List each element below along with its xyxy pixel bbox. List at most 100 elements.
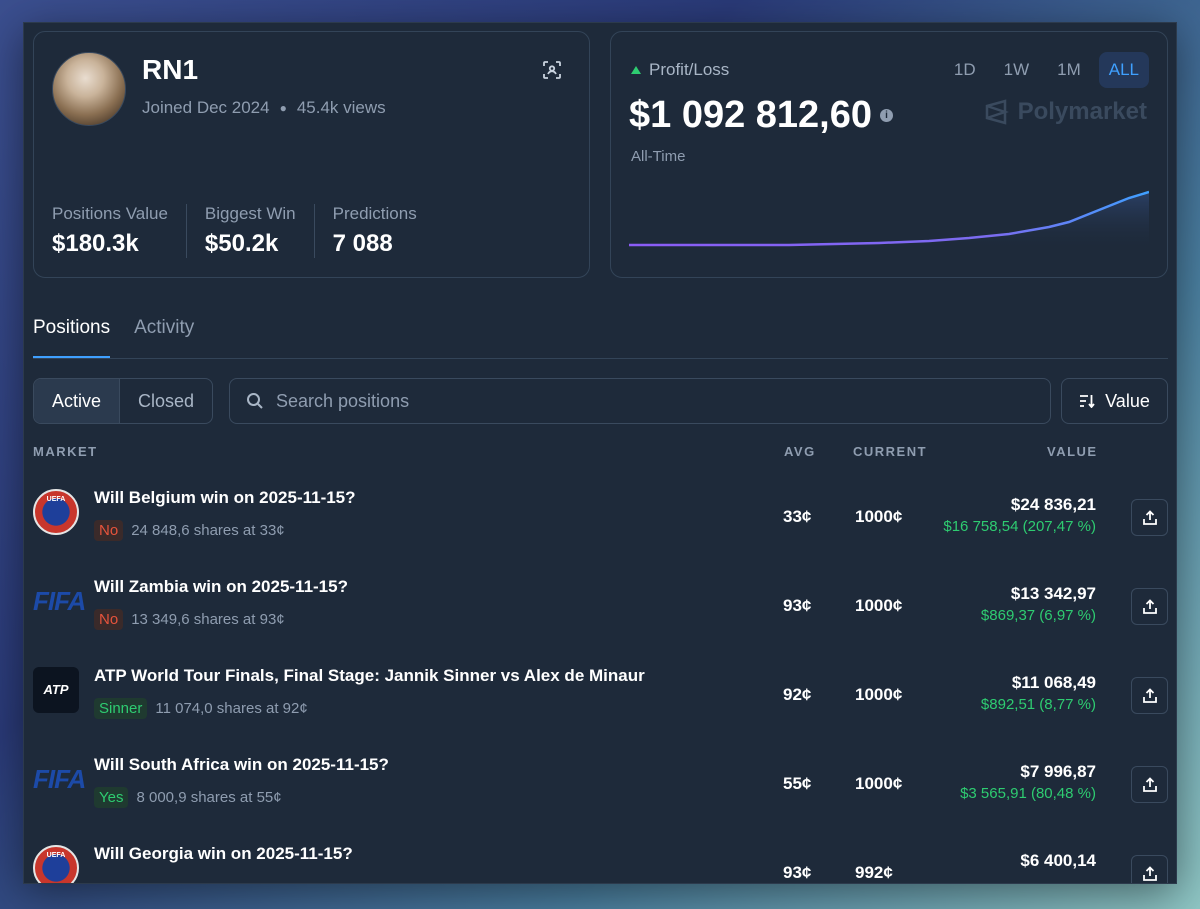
share-button[interactable] — [1131, 855, 1168, 883]
sort-button[interactable]: Value — [1061, 378, 1168, 424]
position-value: $7 996,87 $3 565,91 (80,48 %) — [960, 762, 1096, 802]
stat-label: Predictions — [332, 204, 417, 223]
table-row[interactable]: Will Georgia win on 2025-11-15? 93¢ 992¢… — [33, 831, 1168, 883]
sort-icon — [1080, 395, 1095, 408]
position-value: $24 836,21 $16 758,54 (207,47 %) — [943, 495, 1096, 535]
scan-icon[interactable] — [542, 60, 562, 80]
stat-predictions: Predictions 7 088 — [333, 204, 435, 258]
position-value: $6 400,14 — [1020, 851, 1096, 871]
outcome-badge: Yes — [94, 787, 129, 808]
tab-positions[interactable]: Positions — [33, 313, 111, 358]
stat-value: $50.2k — [204, 230, 279, 257]
share-button[interactable] — [1131, 766, 1168, 803]
stat-value: 7 088 — [332, 230, 393, 257]
tab-bar: Positions Activity — [33, 313, 1168, 359]
outcome-badge: Sinner — [94, 698, 148, 719]
outcome-badge: No — [94, 609, 124, 630]
pnl-label: Profit/Loss — [649, 60, 730, 79]
range-1d[interactable]: 1D — [953, 60, 976, 79]
range-1m[interactable]: 1M — [1057, 60, 1081, 79]
table-row[interactable]: FIFA Will Zambia win on 2025-11-15? No 1… — [33, 564, 1168, 653]
table-header: MARKET AVG CURRENT VALUE — [33, 444, 1168, 464]
value-amount: $7 996,87 — [1020, 762, 1096, 781]
column-value[interactable]: VALUE — [1047, 444, 1098, 459]
shares-text: 24 848,6 shares at 33¢ — [131, 522, 285, 539]
shares-text: 11 074,0 shares at 92¢ — [155, 700, 308, 717]
avg-price: 55¢ — [783, 774, 812, 793]
atp-logo-icon: ATP — [33, 667, 79, 713]
table-row[interactable]: ATP ATP World Tour Finals, Final Stage: … — [33, 653, 1168, 742]
search-icon — [247, 393, 263, 409]
profile-meta: Joined Dec 2024 ● 45.4k views — [142, 98, 386, 118]
table-row[interactable]: Will Belgium win on 2025-11-15? No 24 84… — [33, 475, 1168, 564]
outcome-badge: No — [94, 520, 124, 541]
username: RN1 — [142, 54, 199, 85]
share-button[interactable] — [1131, 677, 1168, 714]
avg-price: 93¢ — [783, 863, 812, 882]
shares-text: 13 349,6 shares at 93¢ — [131, 611, 285, 628]
position-details: Yes 8 000,9 shares at 55¢ — [94, 787, 282, 808]
pnl-chart-area — [629, 192, 1149, 252]
shares-text: 8 000,9 shares at 55¢ — [136, 789, 282, 806]
avatar[interactable] — [52, 52, 126, 126]
share-button[interactable] — [1131, 499, 1168, 536]
tab-activity[interactable]: Activity — [134, 317, 195, 338]
position-value: $11 068,49 $892,51 (8,77 %) — [981, 673, 1096, 713]
fifa-logo-icon: FIFA — [33, 764, 86, 794]
avg-price: 93¢ — [783, 596, 812, 615]
share-icon — [1142, 687, 1157, 703]
polymarket-brand: Polymarket — [984, 98, 1147, 126]
polymarket-logo-icon — [985, 99, 1009, 125]
view-count: 45.4k views — [296, 98, 386, 117]
market-title[interactable]: ATP World Tour Finals, Final Stage: Jann… — [94, 666, 645, 685]
up-arrow-icon — [631, 66, 641, 74]
avg-price: 92¢ — [783, 685, 812, 704]
pnl-chart[interactable] — [629, 182, 1149, 252]
fifa-logo-icon: FIFA — [33, 586, 86, 616]
stat-biggest-win: Biggest Win $50.2k — [205, 204, 315, 258]
current-price: 1000¢ — [855, 774, 903, 793]
profile-card: RN1 Joined Dec 2024 ● 45.4k views Positi… — [33, 31, 590, 278]
position-details: No 24 848,6 shares at 33¢ — [94, 520, 285, 541]
pnl-card: Profit/Loss $1 092 812,60 i All-Time 1D … — [610, 31, 1168, 278]
info-icon[interactable]: i — [880, 109, 894, 122]
value-gain: $869,37 (6,97 %) — [980, 607, 1096, 624]
market-title[interactable]: Will Zambia win on 2025-11-15? — [94, 577, 348, 596]
share-button[interactable] — [1131, 588, 1168, 625]
value-amount: $6 400,14 — [1020, 851, 1096, 870]
market-title[interactable]: Will South Africa win on 2025-11-15? — [94, 755, 389, 774]
share-icon — [1142, 509, 1157, 525]
market-title[interactable]: Will Belgium win on 2025-11-15? — [94, 488, 356, 507]
column-avg[interactable]: AVG — [784, 444, 816, 459]
range-all[interactable]: ALL — [1098, 52, 1149, 88]
profile-stats: Positions Value $180.3k Biggest Win $50.… — [52, 204, 453, 258]
pnl-value-row: $1 092 812,60 i — [629, 94, 894, 137]
table-row[interactable]: FIFA Will South Africa win on 2025-11-15… — [33, 742, 1168, 831]
search-box — [229, 378, 1051, 424]
uefa-logo-icon — [33, 845, 79, 883]
positions-table: Will Belgium win on 2025-11-15? No 24 84… — [33, 475, 1168, 883]
range-selector: 1D 1W 1M ALL — [944, 52, 1149, 88]
current-price: 992¢ — [855, 863, 893, 882]
position-details: No 13 349,6 shares at 93¢ — [94, 609, 285, 630]
stat-label: Positions Value — [52, 204, 168, 223]
uefa-logo-icon — [33, 489, 79, 535]
position-value: $13 342,97 $869,37 (6,97 %) — [981, 584, 1096, 624]
pnl-value: $1 092 812,60 — [629, 94, 873, 136]
value-gain: $892,51 (8,77 %) — [980, 696, 1096, 713]
filter-active-button[interactable]: Active — [34, 379, 121, 423]
current-price: 1000¢ — [855, 596, 903, 615]
range-1w[interactable]: 1W — [1003, 60, 1030, 79]
filter-closed-button[interactable]: Closed — [138, 391, 195, 411]
market-title[interactable]: Will Georgia win on 2025-11-15? — [94, 844, 353, 863]
avg-price: 33¢ — [783, 507, 812, 526]
status-filter: Active Closed — [33, 378, 214, 424]
share-icon — [1142, 776, 1157, 792]
column-current[interactable]: CURRENT — [853, 444, 928, 459]
current-price: 1000¢ — [855, 507, 903, 526]
value-amount: $24 836,21 — [1010, 495, 1096, 514]
value-amount: $11 068,49 — [1011, 673, 1096, 692]
search-input[interactable] — [276, 390, 976, 412]
separator-dot: ● — [279, 101, 287, 115]
app-window: RN1 Joined Dec 2024 ● 45.4k views Positi… — [23, 22, 1177, 884]
